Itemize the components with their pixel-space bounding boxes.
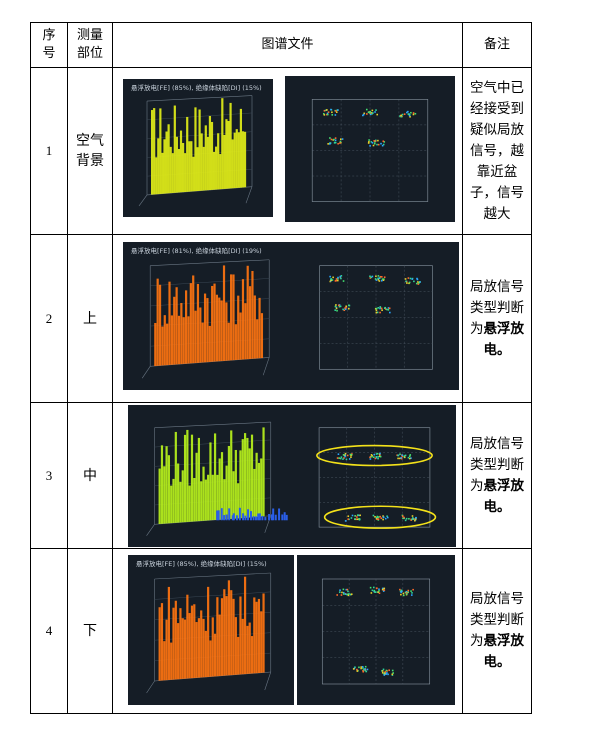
prpd-scatter-plot bbox=[293, 242, 459, 390]
bar-series bbox=[151, 98, 247, 195]
highlight-ellipses bbox=[316, 444, 437, 529]
table-row: 4 下 悬浮放电[FE] (85%), 绝缘体缺陷[DI] (15%) 局放信号… bbox=[30, 548, 532, 714]
bar-3d-plot: 悬浮放电[FE] (81%), 绝缘体缺陷[DI] (19%) bbox=[123, 242, 293, 390]
table-row: 1 空气背景 悬浮放电[FE] (85%), 绝缘体缺陷[DI] (15%) 空… bbox=[30, 67, 532, 235]
plot-frame bbox=[318, 427, 431, 528]
scatter-points bbox=[329, 275, 421, 314]
scatter-points bbox=[336, 586, 414, 676]
row-part: 中 bbox=[67, 402, 113, 549]
bar-3d-plot: 悬浮放电[FE] (85%), 绝缘体缺陷[DI] (15%) bbox=[128, 555, 294, 705]
spectrum-images: 悬浮放电[FE] (85%), 绝缘体缺陷[DI] (15%) bbox=[112, 67, 463, 235]
bar-series bbox=[154, 265, 264, 367]
scatter-points bbox=[336, 452, 417, 522]
plot-caption: 悬浮放电[FE] (85%), 绝缘体缺陷[DI] (15%) bbox=[136, 560, 267, 568]
row-seq: 4 bbox=[30, 548, 68, 714]
bar-3d-plot bbox=[128, 405, 294, 547]
table-row: 3 中 局放信号类型判断为悬浮放电。 bbox=[30, 402, 532, 549]
plot-caption: 悬浮放电[FE] (85%), 绝缘体缺陷[DI] (15%) bbox=[131, 84, 262, 92]
row-seq: 3 bbox=[30, 402, 68, 549]
bar-series bbox=[158, 576, 265, 681]
plot-frame bbox=[311, 99, 429, 202]
row-note: 局放信号类型判断为悬浮放电。 bbox=[462, 548, 532, 714]
test-results-table: 序号 测量部位 图谱文件 备注 1 空气背景 悬浮放电[FE] (85%), 绝… bbox=[30, 22, 532, 714]
spectrum-images bbox=[112, 402, 463, 549]
plot-caption: 悬浮放电[FE] (81%), 绝缘体缺陷[DI] (19%) bbox=[131, 247, 262, 255]
header-note: 备注 bbox=[462, 22, 532, 68]
row-seq: 2 bbox=[30, 234, 68, 403]
row-part: 下 bbox=[67, 548, 113, 714]
row-part: 空气背景 bbox=[67, 67, 113, 235]
row-note: 局放信号类型判断为悬浮放电。 bbox=[462, 234, 532, 403]
bar-series bbox=[158, 427, 288, 524]
row-part: 上 bbox=[67, 234, 113, 403]
prpd-scatter-plot bbox=[297, 555, 455, 705]
prpd-scatter-plot bbox=[293, 405, 456, 547]
header-row: 序号 测量部位 图谱文件 备注 bbox=[30, 22, 532, 68]
plot-frame bbox=[319, 265, 433, 370]
header-seq: 序号 bbox=[30, 22, 68, 68]
row-note: 局放信号类型判断为悬浮放电。 bbox=[462, 402, 532, 549]
spectrum-images: 悬浮放电[FE] (81%), 绝缘体缺陷[DI] (19%) bbox=[112, 234, 463, 403]
row-seq: 1 bbox=[30, 67, 68, 235]
prpd-scatter-plot bbox=[285, 76, 455, 222]
table-row: 2 上 悬浮放电[FE] (81%), 绝缘体缺陷[DI] (19%) 局放信号… bbox=[30, 234, 532, 403]
header-file: 图谱文件 bbox=[112, 22, 463, 68]
scatter-points bbox=[322, 108, 417, 147]
row-note: 空气中已经接受到疑似局放信号，越靠近盆子，信号越大 bbox=[462, 67, 532, 235]
header-part: 测量部位 bbox=[67, 22, 113, 68]
plot-frame bbox=[321, 578, 431, 685]
bar-3d-plot: 悬浮放电[FE] (85%), 绝缘体缺陷[DI] (15%) bbox=[123, 79, 273, 217]
spectrum-images: 悬浮放电[FE] (85%), 绝缘体缺陷[DI] (15%) bbox=[112, 548, 463, 714]
